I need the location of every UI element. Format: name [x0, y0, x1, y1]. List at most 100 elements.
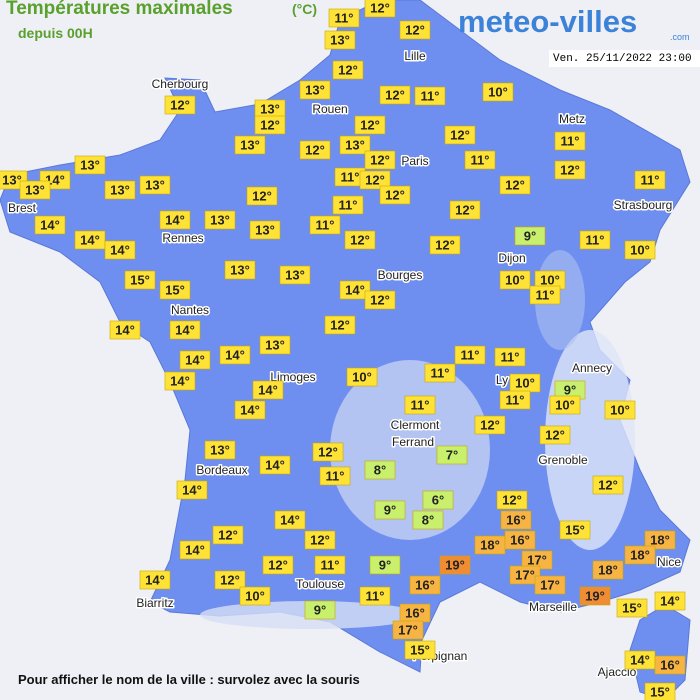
label-box [359, 586, 391, 606]
temperature: 16° [660, 658, 680, 673]
label-box [412, 510, 444, 530]
label-box [179, 350, 211, 370]
label-box [409, 575, 441, 595]
temperature-label: 14° [139, 570, 171, 590]
temperature-label: 16° [504, 530, 536, 550]
temperature: 13° [265, 338, 285, 353]
temperature: 14° [660, 594, 680, 609]
label-box [494, 347, 526, 367]
temperature: 12° [170, 98, 190, 113]
temperature: 17° [540, 578, 560, 593]
temperature: 12° [435, 238, 455, 253]
temperature-label: 14° [624, 650, 656, 670]
temperature: 17° [398, 623, 418, 638]
temperature-label: 10° [509, 373, 541, 393]
temperature-label: 14° [159, 210, 191, 230]
temperature-label: 18° [474, 535, 506, 555]
temperature-label: 17° [534, 575, 566, 595]
temperature-label: 12° [164, 95, 196, 115]
temperature: 11° [501, 350, 520, 365]
temperature-label: 12° [214, 570, 246, 590]
temperature: 10° [515, 376, 535, 391]
label-box [159, 280, 191, 300]
label-box [449, 200, 481, 220]
temperature: 19° [445, 558, 465, 573]
temperature: 13° [230, 263, 250, 278]
label-box [332, 195, 364, 215]
temperature: 12° [385, 188, 405, 203]
temperature: 11° [316, 218, 335, 233]
temperature-label: 14° [179, 350, 211, 370]
city-name: Grenoble [538, 453, 588, 467]
temperature: 11° [561, 134, 580, 149]
label-box [454, 345, 486, 365]
logo: meteo-villes [458, 4, 637, 39]
label-box [252, 380, 284, 400]
temperature-label: 10° [482, 82, 514, 102]
label-box [354, 115, 386, 135]
temperature: 16° [405, 606, 425, 621]
label-box [214, 570, 246, 590]
temperature-label: 14° [74, 230, 106, 250]
label-box [436, 445, 468, 465]
temperature-label: 10° [346, 367, 378, 387]
footer: Pour afficher le nom de la ville : survo… [18, 672, 360, 687]
temperature: 12° [218, 528, 238, 543]
temperature-label: 18° [624, 545, 656, 565]
label-box [534, 575, 566, 595]
temperature-label: 14° [169, 320, 201, 340]
temperature: 13° [285, 268, 305, 283]
temperature: 12° [450, 128, 470, 143]
temperature-label: 14° [164, 371, 196, 391]
temperature-label: 6° [422, 490, 454, 510]
city-name: Biarritz [136, 596, 173, 610]
label-box [499, 390, 531, 410]
temperature: 11° [461, 348, 480, 363]
temperature: 12° [405, 23, 425, 38]
label-box [124, 270, 156, 290]
temperature-label: 13° [234, 135, 266, 155]
temperature: 12° [350, 233, 370, 248]
timestamp: Ven. 25/11/2022 23:00 [553, 53, 692, 65]
temperature-label: 13° [74, 155, 106, 175]
label-box [239, 586, 271, 606]
temperature-label: 9° [304, 600, 336, 620]
temperature-label: 12° [312, 442, 344, 462]
city-name: Cherbourg [152, 77, 209, 91]
temperature-label: 13° [249, 220, 281, 240]
temperature-label: 13° [204, 210, 236, 230]
temperature: 13° [80, 158, 100, 173]
label-box [392, 620, 424, 640]
temperature-label: 19° [579, 586, 611, 606]
temperature-label: 11° [494, 347, 526, 367]
label-box [379, 185, 411, 205]
temperature: 14° [240, 403, 260, 418]
temperature-label: 12° [399, 20, 431, 40]
temperature-label: 13° [299, 80, 331, 100]
temperature-label: 12° [539, 425, 571, 445]
temperature: 16° [510, 533, 530, 548]
temperature: 11° [586, 233, 605, 248]
label-box [500, 510, 532, 530]
label-box [254, 115, 286, 135]
temperature: 11° [431, 366, 450, 381]
temperature-label: 14° [109, 320, 141, 340]
temperature-label: 12° [364, 290, 396, 310]
label-box [259, 455, 291, 475]
temperature: 12° [268, 558, 288, 573]
city-name: Annecy [572, 361, 612, 375]
temperature: 14° [280, 513, 300, 528]
label-box [309, 215, 341, 235]
temperature: 14° [345, 283, 365, 298]
temperature-label: 14° [654, 591, 686, 611]
temperature-label: 12° [262, 555, 294, 575]
label-box [634, 170, 666, 190]
temperature-label: 13° [279, 265, 311, 285]
subtitle: depuis 00H [18, 25, 93, 41]
temperature-label: 11° [332, 195, 364, 215]
temperature: 12° [365, 173, 385, 188]
temperature: 13° [210, 213, 230, 228]
temperature-label: 11° [634, 170, 666, 190]
city-name: Nice [657, 555, 681, 569]
